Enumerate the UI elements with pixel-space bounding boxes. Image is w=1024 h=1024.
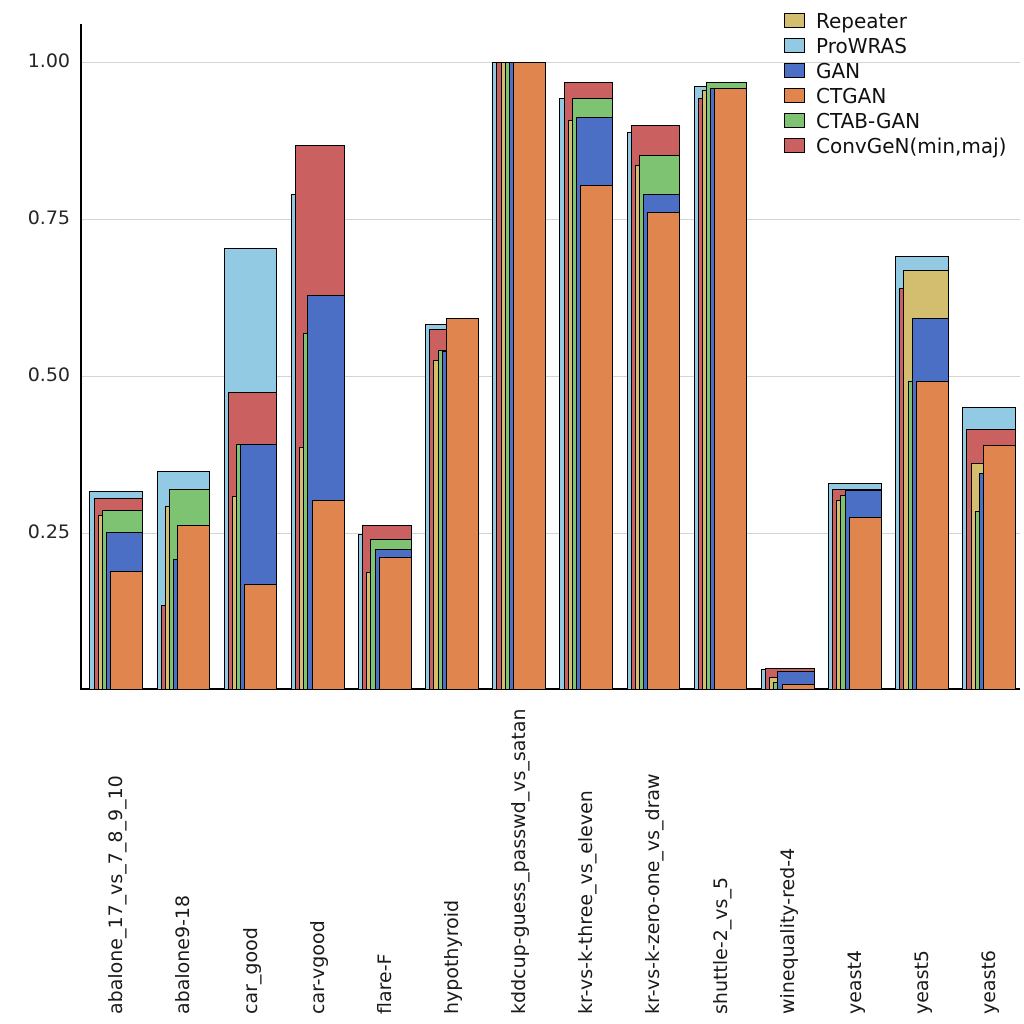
legend-item[interactable]: CTAB-GAN [784, 108, 1020, 133]
legend-item[interactable]: ProWRAS [784, 33, 1020, 58]
x-axis-tick-label: kr-vs-k-three_vs_eleven [575, 790, 598, 1014]
legend-item[interactable]: CTGAN [784, 83, 1020, 108]
bar-group [223, 24, 278, 690]
legend: Repeater ProWRAS GAN CTGAN CTAB-GAN Conv… [784, 8, 1020, 158]
x-axis-tick-label: kddcup-guess_passwd_vs_satan [508, 708, 531, 1014]
legend-item-label: ProWRAS [816, 33, 907, 58]
bar-group [357, 24, 412, 690]
x-axis-tick-label: yeast4 [843, 949, 866, 1014]
bar-group [895, 24, 949, 690]
bar-group [290, 24, 345, 690]
gridline [80, 375, 1020, 377]
y-axis-tick-label: 0.25 [27, 520, 70, 543]
legend-item-label: GAN [816, 58, 861, 83]
x-axis-tick-label: abalone9-18 [172, 894, 195, 1014]
y-axis-line [80, 24, 82, 690]
y-axis-tick-label: 0.50 [27, 363, 70, 386]
bar[interactable] [244, 584, 278, 690]
legend-item-label: Repeater [816, 8, 907, 33]
bar[interactable] [647, 211, 681, 690]
legend-item[interactable]: ConvGeN(min,maj) [784, 133, 1020, 158]
bar-group [760, 24, 815, 690]
bar-group [492, 24, 546, 690]
x-axis-tick-label: shuttle-2_vs_5 [709, 876, 732, 1014]
bar-group [693, 24, 748, 690]
bar[interactable] [513, 61, 546, 690]
legend-swatch-icon [784, 63, 805, 78]
bar[interactable] [177, 525, 211, 690]
bar-group [89, 24, 144, 690]
bar[interactable] [110, 570, 144, 690]
bar-group [559, 24, 614, 690]
x-axis-tick-label: car_good [239, 927, 262, 1014]
bar-group [156, 24, 211, 690]
bar[interactable] [580, 184, 614, 690]
gridline [80, 532, 1020, 534]
legend-swatch-icon [784, 13, 805, 28]
legend-swatch-icon [784, 113, 805, 128]
legend-item[interactable]: GAN [784, 58, 1020, 83]
bar[interactable] [781, 683, 815, 690]
x-axis-tick-label: winequality-red-4 [776, 847, 799, 1014]
gridline [80, 218, 1020, 220]
bar[interactable] [848, 517, 882, 690]
legend-item-label: ConvGeN(min,maj) [816, 133, 1007, 158]
y-axis-tick-label: 0.75 [27, 206, 70, 229]
bar[interactable] [714, 88, 748, 690]
x-axis-tick-label: car-vgood [306, 920, 329, 1014]
bar[interactable] [445, 318, 479, 690]
legend-item-label: CTGAN [816, 83, 887, 108]
bar-group [626, 24, 681, 690]
legend-item[interactable]: Repeater [784, 8, 1020, 33]
y-axis-tick-labels: 0.25 0.50 0.75 1.00 [0, 0, 78, 1024]
x-axis-tick-label: yeast5 [910, 949, 933, 1014]
x-axis-line [80, 688, 1020, 690]
bar[interactable] [915, 380, 949, 690]
bar[interactable] [311, 500, 345, 690]
bar-group [827, 24, 882, 690]
bar-group [425, 24, 479, 690]
bar-group [962, 24, 1016, 690]
bar[interactable] [378, 557, 412, 690]
x-axis-tick-label: hypothyroid [440, 899, 463, 1014]
x-axis-tick-label: yeast6 [978, 949, 1001, 1014]
x-axis-tick-label: kr-vs-k-zero-one_vs_draw [642, 773, 665, 1014]
bar[interactable] [983, 444, 1016, 690]
x-axis-tick-label: abalone_17_vs_7_8_9_10 [105, 775, 128, 1014]
y-axis-tick-label: 1.00 [27, 49, 70, 72]
plot-area [80, 24, 1020, 690]
x-axis-tick-label: flare-F [373, 953, 396, 1014]
legend-swatch-icon [784, 138, 805, 153]
legend-swatch-icon [784, 88, 805, 103]
gridline [80, 61, 1020, 63]
x-axis-tick-labels: abalone_17_vs_7_8_9_10 abalone9-18 car_goo… [80, 694, 1020, 1024]
legend-item-label: CTAB-GAN [816, 108, 921, 133]
legend-swatch-icon [784, 38, 805, 53]
